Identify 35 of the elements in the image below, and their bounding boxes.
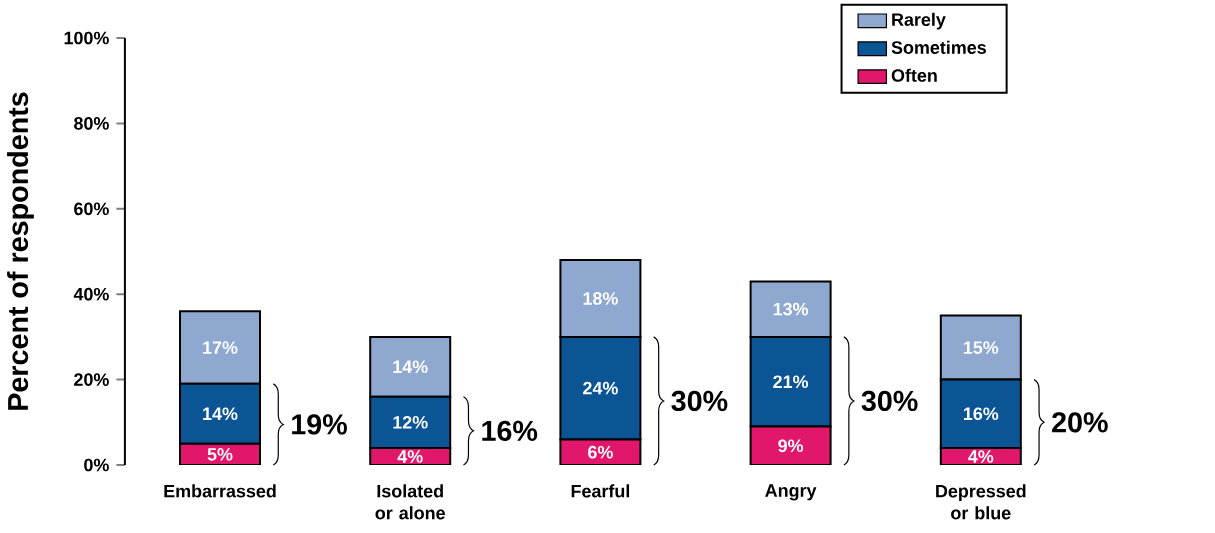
data-label: 6% [588, 445, 613, 459]
legend-label: Rarely [892, 12, 946, 30]
y-axis-title: Percent of respondents [7, 92, 34, 410]
data-label: 4% [968, 450, 994, 463]
x-tick-label: Fearful [571, 484, 630, 498]
annotation: 30% [671, 390, 728, 412]
x-tick-label: Embarrassed [164, 484, 276, 498]
annotation: 20% [1052, 412, 1108, 433]
data-label: 9% [778, 439, 804, 453]
data-label: 12% [393, 415, 428, 429]
y-tick-label: 80% [74, 117, 109, 130]
y-tick-label: 60% [74, 202, 109, 216]
y-tick-label: 100% [64, 31, 109, 45]
data-label: 14% [203, 407, 238, 421]
data-label: 18% [583, 292, 618, 305]
data-label: 17% [203, 341, 238, 354]
legend-label: Often [891, 68, 937, 82]
data-label: 16% [963, 407, 999, 421]
data-label: 5% [207, 448, 233, 461]
x-tick-label: Angry [765, 484, 817, 501]
legend-label: Sometimes [891, 40, 986, 54]
annotation: 16% [482, 420, 538, 441]
y-tick-label: 0% [84, 458, 109, 472]
y-tick-label: 20% [74, 373, 109, 386]
data-label: 4% [397, 450, 423, 463]
y-tick-label: 40% [73, 287, 109, 301]
x-tick-label: Isolated or alone [375, 484, 445, 520]
annotation: 19% [292, 414, 347, 435]
data-label: 24% [583, 381, 618, 395]
data-label: 14% [393, 360, 428, 374]
x-tick-label: Depressed or blue [936, 484, 1026, 520]
data-label: 15% [963, 341, 999, 354]
data-label: 21% [773, 375, 809, 389]
annotation: 30% [861, 390, 918, 412]
data-label: 13% [773, 302, 809, 316]
